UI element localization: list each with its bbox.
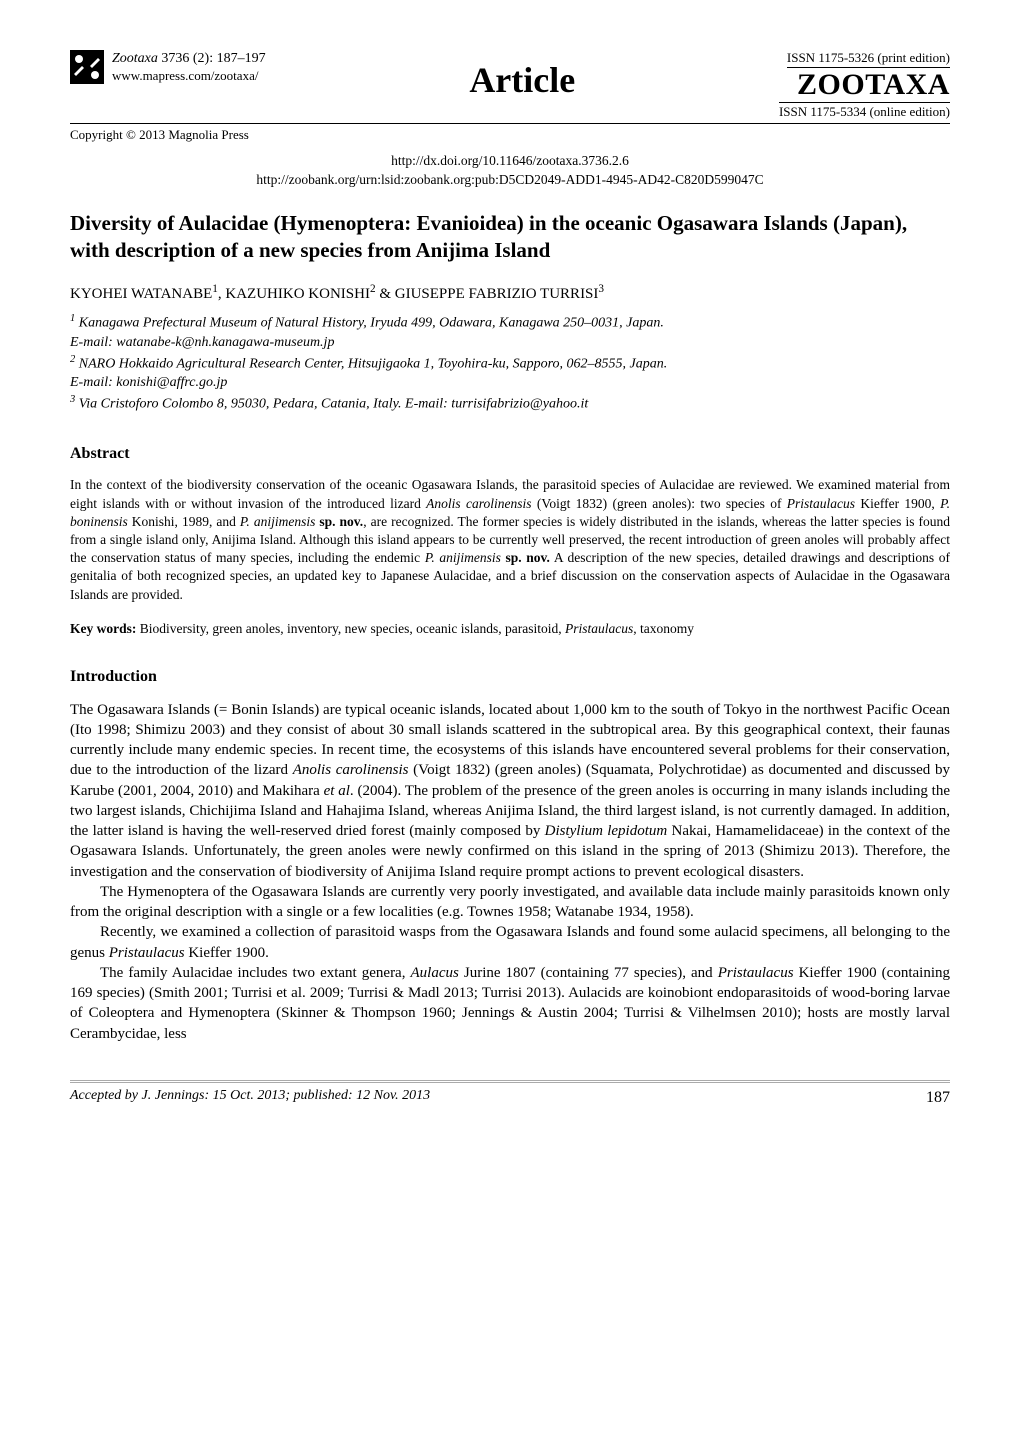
zoobank-link[interactable]: http://zoobank.org/urn:lsid:zoobank.org:… bbox=[70, 171, 950, 190]
affiliations: 1 Kanagawa Prefectural Museum of Natural… bbox=[70, 312, 950, 414]
journal-meta: Zootaxa 3736 (2): 187–197 www.mapress.co… bbox=[112, 50, 266, 85]
article-title: Diversity of Aulacidae (Hymenoptera: Eva… bbox=[70, 210, 950, 265]
affiliation-line: 1 Kanagawa Prefectural Museum of Natural… bbox=[70, 312, 950, 334]
affiliation-line: E-mail: konishi@affrc.go.jp bbox=[70, 374, 950, 393]
links-block: http://dx.doi.org/10.11646/zootaxa.3736.… bbox=[70, 152, 950, 190]
issn-print: ISSN 1175-5326 (print edition) bbox=[787, 50, 950, 68]
intro-paragraph: Recently, we examined a collection of pa… bbox=[70, 922, 950, 963]
page-number: 187 bbox=[926, 1087, 950, 1109]
copyright: Copyright © 2013 Magnolia Press bbox=[70, 123, 950, 144]
affiliation-line: 2 NARO Hokkaido Agricultural Research Ce… bbox=[70, 353, 950, 375]
article-label: Article bbox=[469, 56, 575, 105]
accepted-published: Accepted by J. Jennings: 15 Oct. 2013; p… bbox=[70, 1087, 430, 1109]
doi-link[interactable]: http://dx.doi.org/10.11646/zootaxa.3736.… bbox=[70, 152, 950, 171]
abstract-heading: Abstract bbox=[70, 443, 950, 465]
intro-paragraph: The Ogasawara Islands (= Bonin Islands) … bbox=[70, 700, 950, 882]
keywords: Key words: Biodiversity, green anoles, i… bbox=[70, 620, 950, 638]
keywords-text: Biodiversity, green anoles, inventory, n… bbox=[140, 621, 694, 636]
authors: KYOHEI WATANABE1, KAZUHIKO KONISHI2 & GI… bbox=[70, 282, 950, 304]
journal-name: Zootaxa bbox=[112, 51, 158, 66]
journal-url[interactable]: www.mapress.com/zootaxa/ bbox=[112, 68, 266, 85]
affiliation-line: 3 Via Cristoforo Colombo 8, 95030, Pedar… bbox=[70, 393, 950, 415]
journal-issue: 3736 (2): 187–197 bbox=[158, 51, 266, 66]
affiliation-line: E-mail: watanabe-k@nh.kanagawa-museum.jp bbox=[70, 334, 950, 353]
zootaxa-logo-text: ZOOTAXA bbox=[779, 70, 950, 100]
header-left: Zootaxa 3736 (2): 187–197 www.mapress.co… bbox=[70, 50, 266, 85]
intro-paragraph: The family Aulacidae includes two extant… bbox=[70, 963, 950, 1044]
header-row: Zootaxa 3736 (2): 187–197 www.mapress.co… bbox=[70, 50, 950, 119]
issn-online: ISSN 1175-5334 (online edition) bbox=[779, 102, 950, 120]
journal-logo-icon bbox=[70, 50, 104, 84]
header-right: ISSN 1175-5326 (print edition) ZOOTAXA I… bbox=[779, 50, 950, 119]
abstract-text: In the context of the biodiversity conse… bbox=[70, 476, 950, 604]
introduction-body: The Ogasawara Islands (= Bonin Islands) … bbox=[70, 700, 950, 1044]
introduction-heading: Introduction bbox=[70, 666, 950, 688]
journal-issue-line: Zootaxa 3736 (2): 187–197 bbox=[112, 50, 266, 68]
keywords-label: Key words: bbox=[70, 621, 140, 636]
intro-paragraph: The Hymenoptera of the Ogasawara Islands… bbox=[70, 882, 950, 923]
footer: Accepted by J. Jennings: 15 Oct. 2013; p… bbox=[70, 1080, 950, 1109]
